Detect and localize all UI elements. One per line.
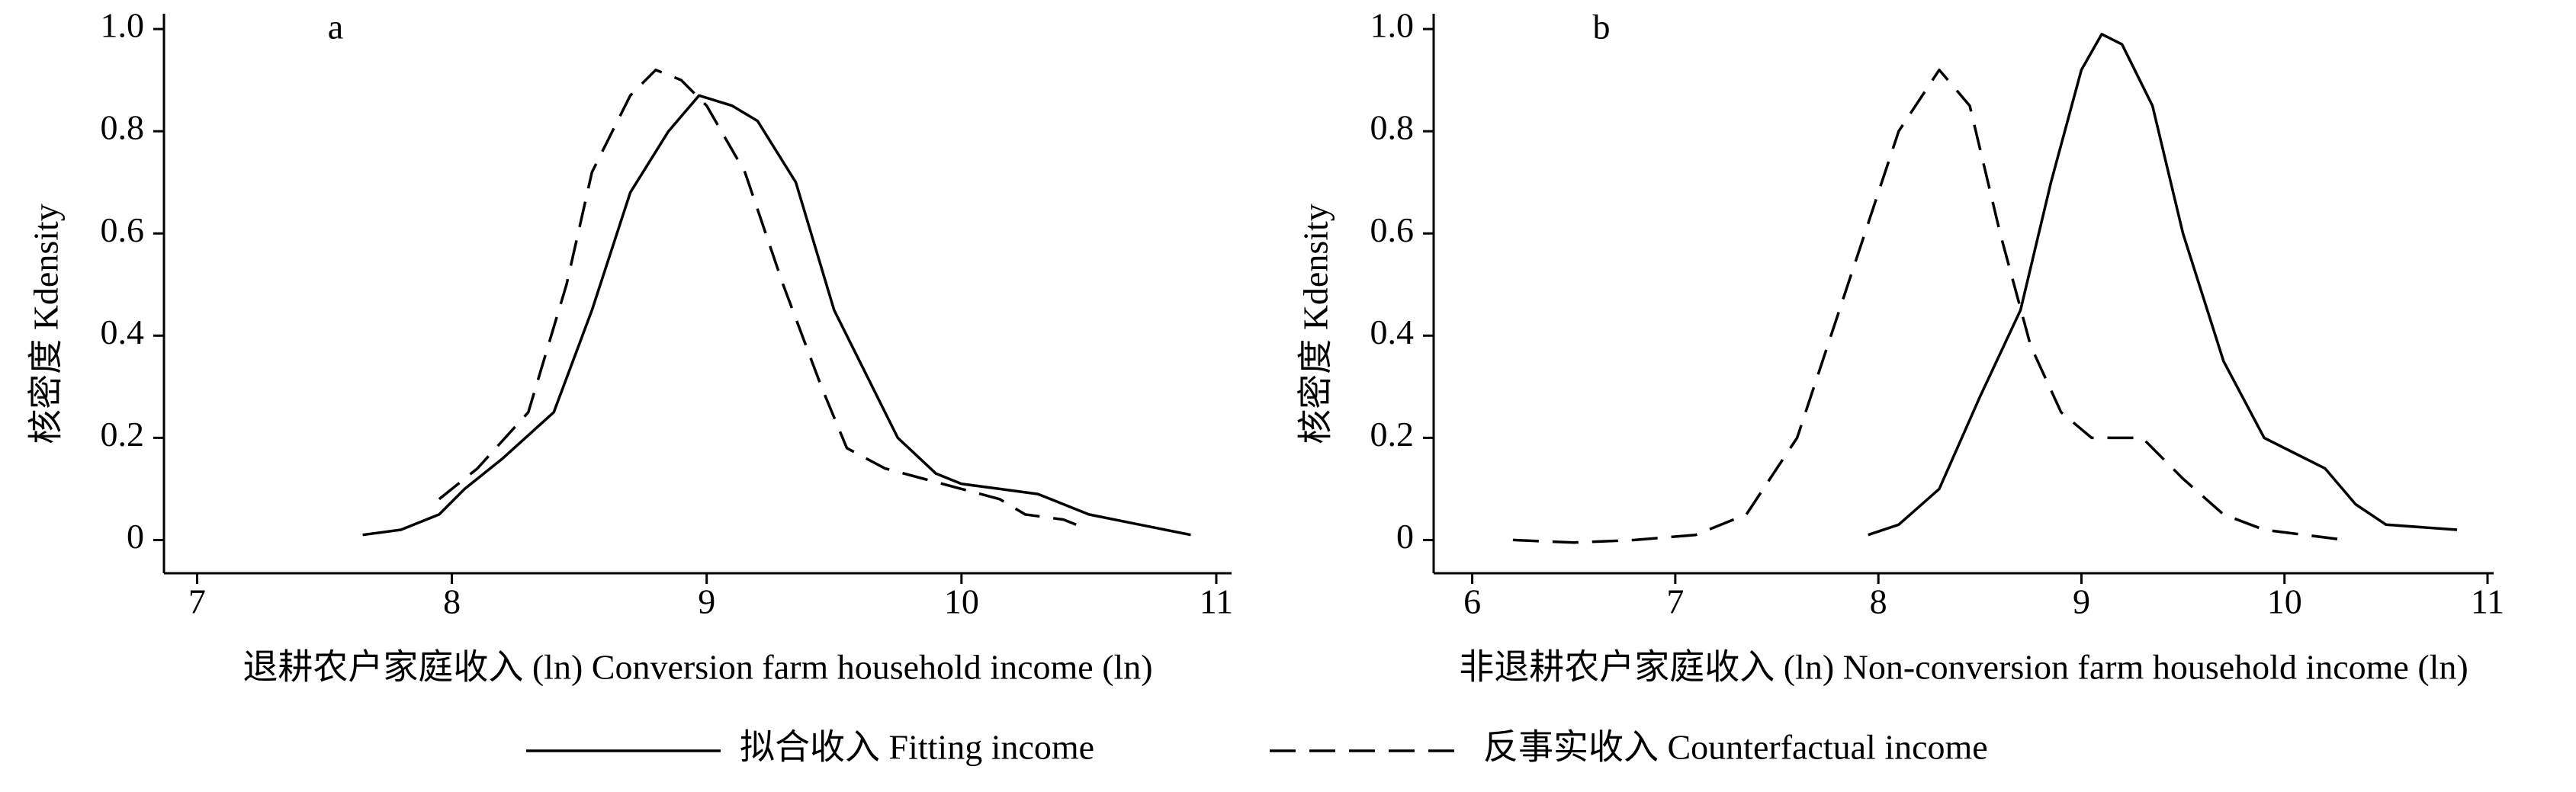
y-tick-label: 0.2 bbox=[1370, 415, 1415, 454]
y-tick-label: 0.4 bbox=[101, 313, 145, 351]
y-tick-label: 1.0 bbox=[101, 6, 145, 45]
x-tick-label: 8 bbox=[443, 582, 461, 621]
x-tick-label: 10 bbox=[944, 582, 979, 621]
data-line bbox=[1868, 33, 2458, 537]
legend-label: 反事实收入 Counterfactual income bbox=[1483, 728, 1988, 767]
x-tick-label: 7 bbox=[188, 582, 206, 621]
x-tick-label: 10 bbox=[2267, 582, 2302, 621]
y-tick-label: 0.6 bbox=[1370, 210, 1415, 249]
y-tick-label: 0 bbox=[1396, 517, 1414, 556]
x-tick-label: 7 bbox=[1666, 582, 1684, 621]
y-tick-label: 0.6 bbox=[101, 210, 145, 249]
x-tick-label: 11 bbox=[1200, 582, 1233, 621]
y-tick-label: 1.0 bbox=[1370, 6, 1415, 45]
y-tick-label: 0.4 bbox=[1370, 313, 1415, 351]
y-axis-label: 核密度 Kdensity bbox=[27, 204, 66, 444]
y-tick-label: 0.2 bbox=[101, 415, 145, 454]
y-tick-label: 0 bbox=[127, 517, 144, 556]
x-tick-label: 9 bbox=[2073, 582, 2090, 621]
y-axis-label: 核密度 Kdensity bbox=[1296, 204, 1335, 444]
data-line bbox=[438, 68, 1077, 526]
x-tick-label: 11 bbox=[2471, 582, 2504, 621]
data-line bbox=[1512, 68, 2346, 544]
y-tick-label: 0.8 bbox=[1370, 108, 1415, 147]
panel-label: a bbox=[328, 8, 343, 46]
data-line bbox=[362, 94, 1191, 537]
x-tick-label: 9 bbox=[698, 582, 715, 621]
panel-label: b bbox=[1593, 8, 1611, 46]
x-axis-label: 非退耕农户家庭收入 (ln) Non-conversion farm house… bbox=[1459, 648, 2468, 687]
legend-label: 拟合收入 Fitting income bbox=[740, 728, 1094, 767]
x-axis-label: 退耕农户家庭收入 (ln) Conversion farm household … bbox=[243, 648, 1152, 687]
x-tick-label: 6 bbox=[1463, 582, 1481, 621]
x-tick-label: 8 bbox=[1870, 582, 1887, 621]
y-tick-label: 0.8 bbox=[101, 108, 145, 147]
